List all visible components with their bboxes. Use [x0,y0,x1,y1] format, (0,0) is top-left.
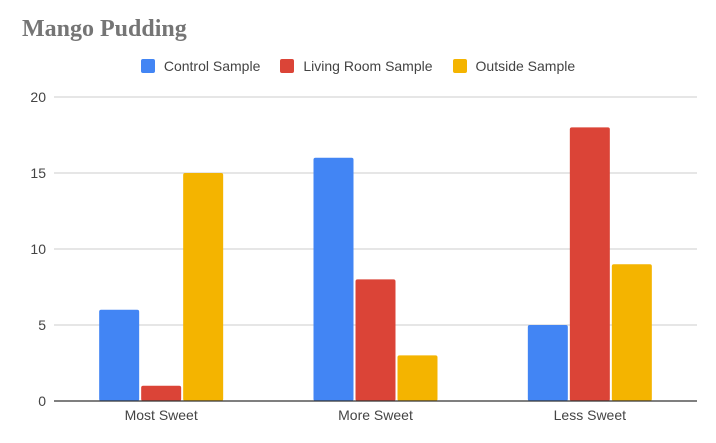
x-tick-label: Most Sweet [125,407,198,423]
legend-item-control[interactable]: Control Sample [140,58,261,74]
y-tick-label: 20 [30,89,46,105]
bar [183,173,224,401]
bar [611,264,652,401]
legend-label-outside: Outside Sample [475,58,576,74]
legend-swatch-control [140,59,155,73]
legend-item-living-room[interactable]: Living Room Sample [280,58,433,74]
legend-swatch-outside [452,59,467,73]
legend-label-living-room: Living Room Sample [303,58,433,74]
legend: Control Sample Living Room Sample Outsid… [0,58,716,74]
legend-swatch-living-room [280,59,295,73]
y-tick-label: 10 [30,241,46,257]
bar [313,157,354,401]
y-tick-label: 15 [30,165,46,181]
y-tick-label: 0 [38,393,46,409]
x-tick-label: More Sweet [338,407,413,423]
y-tick-label: 5 [38,317,46,333]
legend-label-control: Control Sample [163,58,261,74]
bar [141,385,182,401]
bar [569,127,610,402]
bar [99,309,140,401]
bar [397,355,438,401]
legend-item-outside[interactable]: Outside Sample [452,58,576,74]
chart-title: Mango Pudding [22,16,187,42]
bar [355,279,396,401]
x-tick-label: Less Sweet [554,407,626,423]
bar [527,325,568,401]
